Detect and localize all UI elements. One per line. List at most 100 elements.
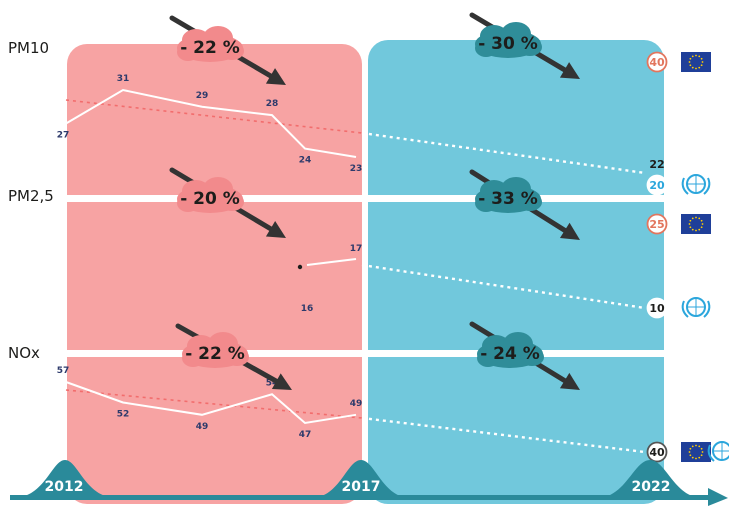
data-label: 16 (301, 304, 314, 314)
data-label: 49 (350, 399, 363, 409)
data-label: 47 (299, 430, 312, 440)
data-line-pm10 (65, 88, 357, 158)
eu-flag-star (691, 445, 694, 448)
future-trend-cloud-pm25: - 33 % (475, 177, 542, 213)
eu-flag-star (698, 445, 701, 448)
eu-flag-star (695, 457, 697, 460)
data-label: 27 (57, 131, 70, 141)
timeline-hump-2022 (598, 460, 702, 498)
data-label: 54 (266, 378, 279, 388)
data-point (297, 264, 303, 270)
eu-flag-icon (681, 52, 711, 72)
year-label-2012: 2012 (45, 479, 84, 495)
eu-flag-star (695, 229, 697, 232)
cloud-puff (220, 42, 244, 60)
eu-flag-star (688, 451, 691, 453)
projection-line (361, 416, 646, 454)
who-emblem-icon (681, 297, 711, 318)
projection-line (361, 263, 646, 310)
past-trend-cloud-nox: - 22 % (182, 332, 249, 368)
eu-flag-star (695, 54, 697, 57)
eu-flag-star (698, 228, 701, 231)
year-label-2022: 2022 (632, 479, 671, 495)
cloud-puff (518, 38, 542, 56)
eu-flag-star (689, 219, 692, 222)
eu-limit-pm10: 40 (646, 51, 668, 73)
trend-arrow-head (559, 222, 580, 240)
eu-flag-star (691, 228, 694, 231)
who-laurel (703, 177, 711, 195)
eu-flag-star (691, 217, 694, 220)
data-label: 28 (266, 99, 279, 109)
trend-percent: - 22 % (180, 38, 240, 58)
eu-flag-star (691, 456, 694, 459)
eu-flag-star (691, 66, 694, 69)
past-trend-line (65, 99, 363, 134)
projection-period-panel (368, 40, 664, 504)
eu-flag-star (698, 217, 701, 220)
eu-flag-field (681, 442, 711, 462)
past-trend-cloud-pm25: - 20 % (177, 177, 244, 213)
who-laurel (681, 300, 689, 318)
past-trend-line (65, 389, 363, 419)
cloud-puff (477, 349, 499, 367)
eu-flag-star (701, 61, 704, 63)
trend-arrow-head (265, 221, 286, 238)
timeline-axis (10, 495, 710, 500)
eu-flag-star (698, 55, 701, 58)
cloud-puff (518, 193, 542, 211)
eu-flag-field (681, 52, 711, 72)
pollutant-label-nox: NOx (8, 344, 40, 362)
row-separator (40, 350, 680, 357)
limit-ring (646, 174, 668, 196)
trend-percent: - 20 % (180, 189, 240, 209)
eu-flag-star (695, 67, 697, 70)
timeline: 2012 2017 2022 (10, 460, 728, 506)
eu-flag-star (688, 61, 691, 63)
trend-arrow-head (559, 372, 580, 390)
eu-limit-pm25: 25 (646, 213, 668, 235)
eu-flag-star (700, 64, 703, 67)
trend-arrow-head (271, 373, 292, 390)
cloud-puff (220, 193, 244, 211)
past-period-panel (67, 44, 362, 504)
limit-value: 40 (649, 446, 665, 459)
trend-content-layer: 27 31 29 28 24 23 16 17 57 52 49 54 47 49 - 22 % - 30 %… (57, 12, 729, 463)
limit-ring (646, 441, 668, 463)
eu-flag-star (698, 456, 701, 459)
cloud-puff (225, 348, 249, 366)
data-label: 23 (350, 164, 363, 174)
cloud-puff (177, 43, 199, 61)
row-separator (40, 195, 680, 202)
eu-flag-star (689, 226, 692, 229)
who-laurel (703, 300, 711, 318)
data-label: 24 (299, 156, 312, 166)
cloud-puff (182, 349, 204, 367)
trend-percent: - 24 % (480, 344, 540, 364)
eu-flag-star (701, 223, 704, 225)
year-label-2017: 2017 (342, 479, 381, 495)
cloud-puff (475, 194, 497, 212)
eu-flag-star (688, 223, 691, 225)
eu-flag-field (681, 214, 711, 234)
trend-percent: - 33 % (478, 189, 538, 209)
limit-value: 25 (649, 218, 664, 231)
eu-flag-star (700, 454, 703, 457)
data-line-nox (65, 381, 357, 425)
data-line-pm25 (306, 258, 357, 266)
who-laurel (707, 444, 715, 462)
trend-percent: - 30 % (478, 34, 538, 54)
who-guideline-pm10: 20 (646, 174, 668, 196)
eu-flag-star (689, 454, 692, 457)
eu-flag-star (689, 64, 692, 67)
eu-flag-icon (681, 214, 711, 234)
trend-arrow-head (265, 68, 286, 85)
future-trend-cloud-pm10: - 30 % (475, 22, 542, 58)
data-label: 29 (196, 91, 209, 101)
data-label: 57 (57, 366, 70, 376)
eu-flag-icon (681, 442, 711, 462)
past-trend-cloud-pm10: - 22 % (177, 26, 244, 62)
data-label: 52 (117, 410, 130, 420)
timeline-arrow-icon (708, 488, 728, 506)
